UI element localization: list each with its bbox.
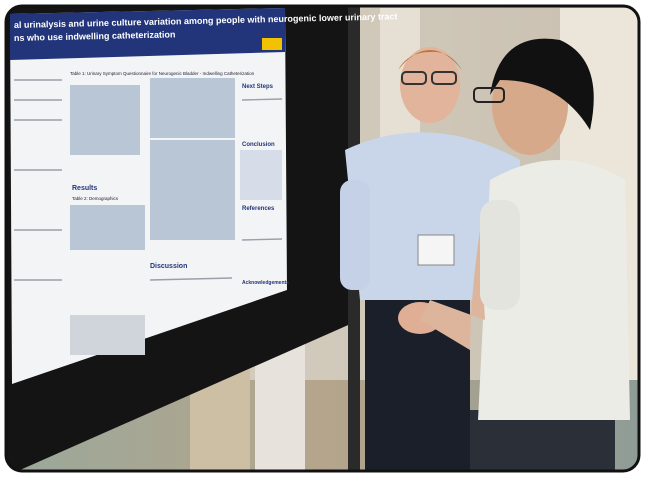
frame-border bbox=[4, 4, 641, 473]
glasses bbox=[401, 71, 427, 85]
heading: References bbox=[242, 206, 275, 212]
heading: Discussion bbox=[150, 263, 187, 270]
arm bbox=[340, 180, 370, 290]
poster-title: ns who use indwelling catheterization bbox=[14, 29, 176, 43]
badge bbox=[417, 234, 455, 266]
text-line bbox=[241, 238, 283, 241]
heading: Conclusion bbox=[242, 142, 275, 148]
table-block bbox=[150, 78, 235, 138]
heading: Next Steps bbox=[242, 84, 274, 90]
poster-header bbox=[10, 8, 285, 60]
table-block bbox=[150, 140, 235, 240]
poster-blocks bbox=[70, 78, 282, 355]
head bbox=[400, 47, 460, 123]
body-text bbox=[14, 79, 283, 281]
table-caption: Table 1: Urinary Symptom Questionnaire f… bbox=[70, 71, 255, 76]
text-line bbox=[241, 98, 283, 101]
figure-block bbox=[70, 315, 145, 355]
hair bbox=[490, 38, 594, 130]
glasses bbox=[473, 87, 505, 103]
glasses bbox=[431, 71, 457, 85]
logo bbox=[262, 38, 282, 50]
text-line bbox=[149, 277, 233, 281]
person-right bbox=[420, 38, 630, 471]
sleeve bbox=[480, 200, 520, 310]
conclusion-block bbox=[240, 150, 282, 200]
heading: Results bbox=[72, 185, 97, 192]
table-block bbox=[70, 205, 145, 250]
pants bbox=[470, 410, 615, 471]
arm bbox=[420, 230, 485, 350]
table-block bbox=[70, 85, 140, 155]
poster: al urinalysis and urine culture variatio… bbox=[10, 8, 398, 384]
table-caption: Table 2: Demographics bbox=[72, 196, 119, 201]
hair bbox=[398, 50, 462, 70]
heading: Acknowledgements bbox=[242, 280, 289, 286]
